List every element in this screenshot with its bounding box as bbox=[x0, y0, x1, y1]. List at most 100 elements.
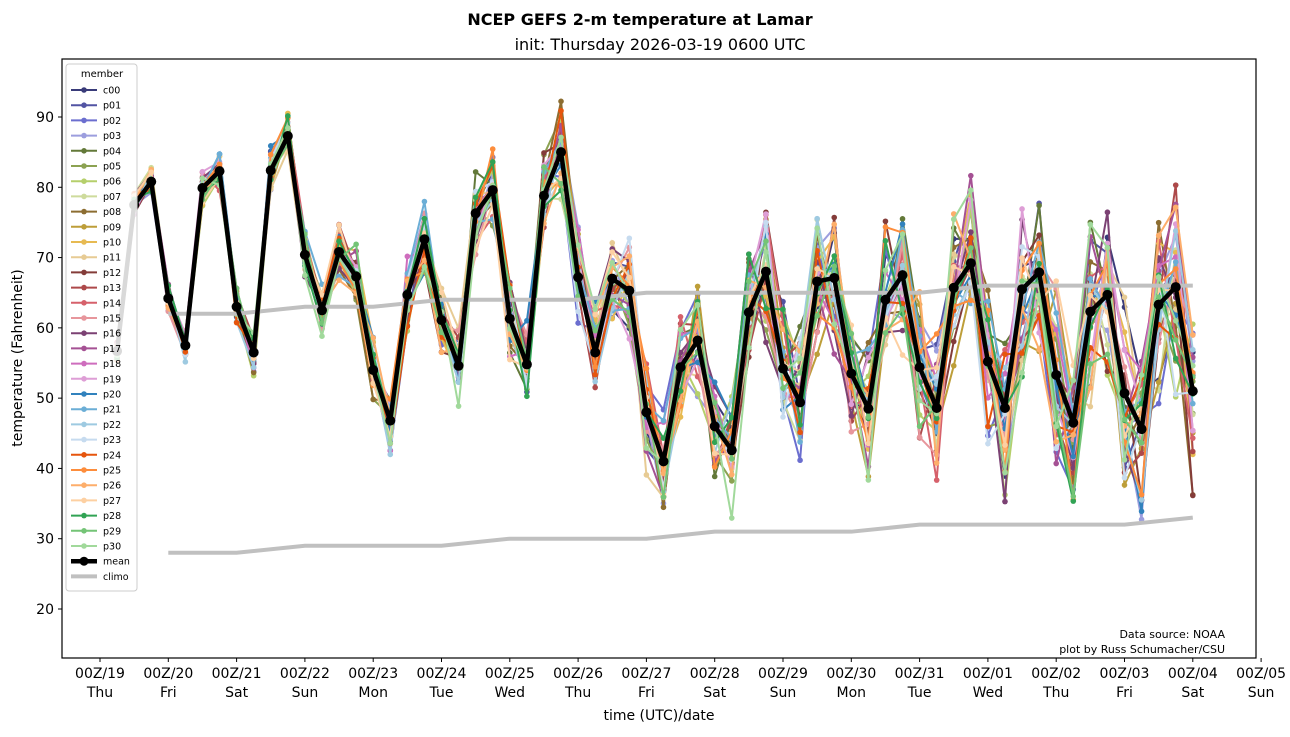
legend-label: p10 bbox=[103, 238, 121, 249]
x-tick-day-label: Fri bbox=[1116, 685, 1133, 701]
mean-point bbox=[812, 276, 823, 287]
member-point bbox=[1036, 202, 1042, 209]
legend-item-p16: p16 bbox=[71, 329, 121, 340]
member-point bbox=[985, 287, 991, 294]
legend-item-p18: p18 bbox=[71, 359, 121, 370]
member-point bbox=[694, 283, 701, 290]
member-point bbox=[882, 238, 889, 244]
member-point bbox=[1155, 400, 1162, 407]
member-point bbox=[1190, 346, 1196, 353]
legend-swatch-marker bbox=[81, 163, 87, 169]
mean-line bbox=[112, 130, 1198, 467]
member-point bbox=[1002, 347, 1008, 353]
member-point bbox=[592, 363, 598, 370]
member-point bbox=[250, 364, 257, 371]
member-point bbox=[797, 429, 803, 436]
mean-point bbox=[504, 313, 515, 324]
mean-point bbox=[538, 190, 549, 201]
legend-label: p28 bbox=[103, 511, 121, 522]
member-point bbox=[1002, 351, 1008, 358]
member-point bbox=[643, 445, 650, 451]
mean-point bbox=[829, 272, 840, 283]
legend-label: p08 bbox=[103, 207, 121, 218]
legend-item-p09: p09 bbox=[71, 222, 121, 233]
y-tick-label: 30 bbox=[36, 532, 54, 548]
mean-point bbox=[1068, 417, 1079, 428]
member-point bbox=[950, 263, 957, 270]
member-point bbox=[831, 253, 838, 259]
x-tick-label: 00Z/03 bbox=[1100, 666, 1150, 682]
legend-item-p11: p11 bbox=[71, 253, 121, 264]
member-point bbox=[797, 370, 803, 376]
legend-swatch-marker bbox=[81, 497, 87, 504]
member-point bbox=[1172, 391, 1179, 398]
legend-item-c00: c00 bbox=[71, 86, 120, 97]
member-point bbox=[728, 471, 735, 478]
member-point bbox=[865, 414, 872, 420]
member-point bbox=[609, 249, 616, 255]
member-point bbox=[1002, 370, 1008, 377]
member-point bbox=[1172, 204, 1179, 211]
mean-point bbox=[1136, 424, 1147, 435]
x-tick-label: 00Z/21 bbox=[212, 666, 262, 682]
member-point bbox=[1121, 294, 1128, 301]
y-axis-label: temperature (Fahrenheit) bbox=[10, 269, 26, 446]
member-point bbox=[1053, 278, 1059, 284]
member-point bbox=[1190, 492, 1196, 499]
member-point bbox=[797, 457, 803, 464]
y-tick-label: 70 bbox=[36, 251, 54, 267]
member-point bbox=[182, 359, 189, 365]
legend-swatch-marker bbox=[81, 482, 87, 489]
member-point bbox=[489, 146, 496, 152]
legend-item-p29: p29 bbox=[71, 526, 121, 537]
member-point bbox=[746, 344, 752, 351]
legend-swatch-marker bbox=[81, 148, 87, 154]
mean-point bbox=[1119, 388, 1130, 399]
x-tick-day-label: Fri bbox=[638, 685, 655, 701]
legend-swatch-marker bbox=[81, 512, 87, 519]
member-point bbox=[1002, 442, 1008, 448]
member-point bbox=[1121, 347, 1128, 354]
legend-label: p03 bbox=[103, 131, 121, 142]
member-point bbox=[1036, 240, 1042, 247]
member-point bbox=[1155, 294, 1162, 300]
x-tick-day-label: Sat bbox=[703, 685, 726, 701]
member-point bbox=[677, 414, 684, 420]
member-point bbox=[319, 320, 325, 326]
member-point bbox=[814, 351, 820, 358]
member-point bbox=[541, 164, 547, 170]
chart-title: NCEP GEFS 2-m temperature at Lamar bbox=[467, 10, 812, 29]
member-point bbox=[848, 330, 855, 337]
member-point bbox=[1155, 232, 1162, 239]
legend-label: p29 bbox=[103, 526, 121, 537]
member-point bbox=[916, 397, 923, 404]
member-point bbox=[507, 356, 513, 363]
member-point bbox=[933, 460, 940, 466]
x-tick-label: 00Z/25 bbox=[485, 666, 535, 682]
member-point bbox=[831, 351, 838, 357]
legend-swatch-marker bbox=[81, 406, 87, 413]
legend-swatch-marker bbox=[81, 132, 87, 139]
legend-title: member bbox=[81, 69, 124, 80]
x-tick-day-label: Thu bbox=[1042, 685, 1069, 701]
member-point bbox=[626, 253, 633, 259]
legend-label: p19 bbox=[103, 374, 121, 385]
member-point bbox=[831, 214, 838, 221]
member-point bbox=[814, 329, 820, 336]
member-point bbox=[558, 98, 564, 105]
member-point bbox=[524, 393, 530, 400]
member-point bbox=[711, 399, 718, 406]
member-point bbox=[1121, 474, 1128, 481]
member-point bbox=[199, 168, 206, 175]
member-point bbox=[746, 278, 752, 285]
mean-point bbox=[931, 402, 942, 413]
x-tick-day-label: Sun bbox=[1248, 685, 1275, 701]
member-point bbox=[1002, 498, 1008, 505]
legend-item-p25: p25 bbox=[71, 466, 121, 477]
member-point bbox=[643, 365, 650, 372]
member-point bbox=[626, 235, 633, 242]
member-point bbox=[950, 362, 957, 369]
legend-swatch-marker bbox=[81, 436, 87, 443]
member-point bbox=[694, 390, 701, 397]
